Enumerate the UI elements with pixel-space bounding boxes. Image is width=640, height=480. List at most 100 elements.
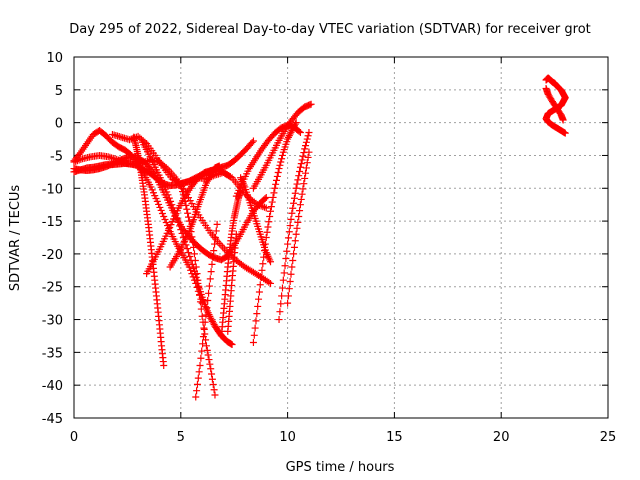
- data-point: [279, 276, 287, 284]
- data-point: [280, 269, 288, 277]
- data-point: [232, 230, 240, 238]
- data-point: [190, 243, 198, 251]
- x-tick-label: 0: [70, 430, 78, 445]
- data-point: [256, 281, 264, 289]
- data-point: [297, 195, 305, 203]
- data-point: [177, 181, 185, 189]
- data-point: [290, 250, 298, 258]
- data-point: [298, 156, 306, 164]
- data-point: [276, 161, 284, 169]
- data-point: [210, 386, 218, 394]
- data-point: [303, 135, 311, 143]
- data-point: [303, 159, 311, 167]
- data-point: [118, 158, 126, 166]
- data-point: [215, 162, 223, 170]
- y-axis-ticks: 10 5 0 -5 -10 -15 -20 -25 -30 -35 -40 -45: [42, 51, 608, 427]
- data-point: [288, 209, 296, 217]
- data-point: [250, 331, 258, 339]
- data-point: [299, 152, 307, 160]
- data-point: [184, 209, 192, 217]
- data-point: [178, 184, 186, 192]
- data-point: [155, 200, 163, 208]
- data-point: [289, 125, 297, 133]
- data-point: [263, 228, 271, 236]
- data-point: [295, 172, 303, 180]
- data-point: [116, 157, 124, 165]
- data-point: [286, 277, 294, 285]
- data-point: [258, 266, 266, 274]
- data-point: [195, 368, 203, 376]
- data-point: [278, 292, 286, 300]
- data-point: [284, 133, 292, 141]
- data-point: [282, 255, 290, 263]
- data-point: [198, 347, 206, 355]
- data-point: [187, 228, 195, 236]
- data-point: [298, 190, 306, 198]
- data-point: [186, 222, 194, 230]
- data-point: [257, 202, 265, 210]
- y-axis-title: SDTVAR / TECUs: [8, 185, 23, 292]
- data-point: [297, 160, 305, 168]
- data-point: [75, 156, 83, 164]
- data-point: [291, 189, 299, 197]
- data-point: [290, 194, 298, 202]
- data-point: [283, 247, 291, 255]
- data-point: [264, 223, 272, 231]
- y-tick-label: -25: [42, 281, 63, 296]
- data-point: [194, 276, 202, 284]
- data-point: [120, 159, 128, 167]
- y-tick-label: -45: [42, 412, 63, 427]
- y-tick-label: -35: [42, 346, 63, 361]
- data-point: [179, 188, 187, 196]
- data-point: [197, 305, 205, 313]
- data-point: [304, 132, 312, 140]
- data-point: [267, 203, 275, 211]
- data-point: [255, 201, 263, 209]
- data-point: [228, 340, 236, 348]
- y-tick-label: 5: [55, 84, 63, 99]
- data-point: [208, 260, 216, 268]
- data-point: [77, 155, 85, 163]
- data-point: [273, 172, 281, 180]
- data-point: [198, 312, 206, 320]
- data-point: [302, 169, 310, 177]
- data-point: [226, 172, 234, 180]
- data-point: [184, 213, 192, 221]
- data-point: [193, 380, 201, 388]
- data-point: [294, 218, 302, 226]
- data-point: [167, 197, 175, 205]
- x-axis-title: GPS time / hours: [286, 460, 395, 475]
- data-point: [192, 263, 200, 271]
- data-point: [284, 299, 292, 307]
- data-point: [182, 201, 190, 209]
- data-point: [292, 119, 300, 127]
- data-point: [284, 292, 292, 300]
- data-point: [205, 282, 213, 290]
- data-point: [209, 381, 217, 389]
- data-point: [207, 365, 215, 373]
- data-point: [183, 205, 191, 213]
- data-point: [248, 138, 256, 146]
- x-axis-ticks: 0 5 10 15 20 25: [70, 57, 616, 445]
- data-point: [208, 375, 216, 383]
- data-point: [290, 199, 298, 207]
- data-point: [211, 391, 219, 399]
- data-point: [185, 178, 193, 186]
- data-point: [211, 240, 219, 248]
- data-point: [193, 387, 201, 395]
- data-point: [161, 216, 169, 224]
- data-point: [176, 222, 184, 230]
- data-point: [205, 289, 213, 297]
- y-tick-label: -15: [42, 215, 63, 230]
- data-point: [201, 318, 209, 326]
- y-tick-label: -5: [50, 149, 63, 164]
- data-point: [255, 295, 263, 303]
- data-point: [286, 222, 294, 230]
- data-point: [114, 156, 122, 164]
- data-point: [284, 240, 292, 248]
- data-point: [249, 339, 257, 347]
- data-point: [274, 169, 282, 177]
- data-point: [277, 158, 285, 166]
- data-point: [262, 234, 270, 241]
- data-point: [204, 297, 212, 305]
